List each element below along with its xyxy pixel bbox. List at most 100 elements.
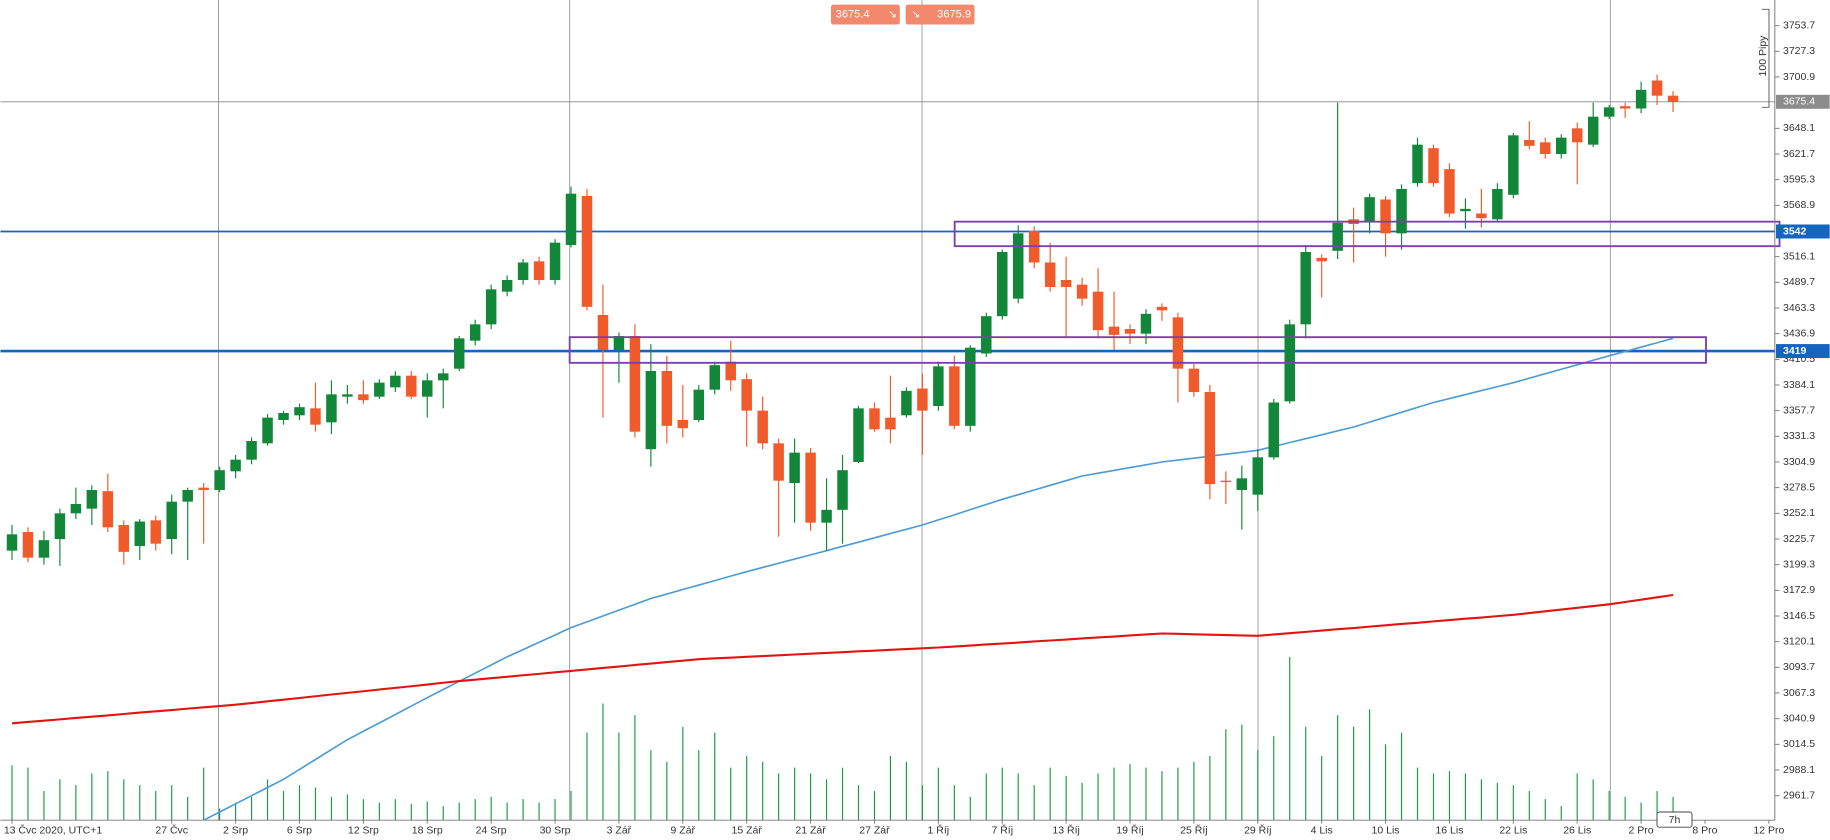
candle-body (613, 336, 625, 350)
x-tick-label: 27 Zář (859, 824, 890, 836)
candle-body (629, 336, 641, 432)
x-tick-label: 15 Zář (732, 824, 763, 836)
x-tick-label: 19 Říj (1116, 823, 1143, 836)
candle-body (182, 490, 193, 502)
candle-body (326, 394, 337, 423)
candle-body (661, 371, 673, 426)
x-tick-label: 2 Srp (223, 824, 248, 836)
candle-body (1140, 313, 1152, 334)
candle-body (677, 420, 689, 429)
candle-body (1364, 197, 1375, 222)
sell-price: 3675.4 (836, 9, 870, 21)
candle-body (1412, 144, 1423, 184)
x-tick-label: 13 Čvc 2020, UTC+1 (4, 823, 103, 836)
y-tick-label: 3568.9 (1783, 199, 1815, 211)
sell-badge[interactable] (831, 4, 900, 25)
candle-body (485, 289, 497, 325)
x-tick-label: 12 Pro (1753, 824, 1784, 836)
candle-body (86, 490, 98, 509)
candle-body (1444, 169, 1455, 214)
buy-badge[interactable] (905, 4, 975, 25)
candle-body (453, 338, 465, 369)
candle-body (517, 262, 529, 280)
x-tick-label: 16 Lis (1435, 824, 1463, 836)
candle-body (533, 261, 545, 280)
y-tick-label: 3225.7 (1783, 533, 1815, 545)
candle-body (1556, 137, 1567, 154)
candle-body (1108, 326, 1120, 335)
candle-body (949, 366, 960, 426)
y-tick-label: 3331.3 (1783, 430, 1815, 442)
x-tick-label: 25 Říj (1180, 823, 1207, 836)
candle-body (374, 382, 385, 397)
x-tick-label: 6 Srp (287, 824, 312, 836)
candle-body (1124, 329, 1136, 334)
period-box[interactable] (1656, 811, 1693, 828)
candle-body (773, 443, 784, 481)
candle-body (437, 373, 449, 381)
candle-body (1635, 89, 1647, 109)
candle-body (38, 540, 50, 558)
candle-body (342, 394, 353, 397)
candle-body (901, 390, 912, 416)
x-tick-label: 24 Srp (476, 824, 507, 836)
candle-body (1316, 257, 1327, 262)
candle-body (406, 375, 417, 397)
x-tick-label: 21 Zář (795, 824, 826, 836)
x-tick-label: 30 Srp (540, 824, 571, 836)
y-tick-label: 3014.5 (1783, 738, 1815, 750)
candle-body (581, 196, 593, 307)
candle-body (741, 379, 752, 411)
candle-body (198, 487, 209, 490)
y-tick-label: 3410.5 (1783, 353, 1815, 365)
y-tick-label: 3384.1 (1783, 379, 1815, 391)
y-tick-label: 3278.5 (1783, 481, 1815, 493)
y-tick-label: 3753.7 (1783, 19, 1815, 31)
level-label: 3542 (1783, 225, 1807, 237)
candle-body (789, 452, 800, 483)
candle-body (102, 491, 114, 528)
candle-body (469, 324, 481, 341)
candle-body (549, 242, 561, 280)
candle-body (1396, 189, 1407, 234)
buy-arrow: ↘ (912, 8, 921, 20)
candle-body (1571, 128, 1583, 143)
candle-body (6, 534, 18, 551)
candle-body (1252, 457, 1264, 495)
candle-body (310, 408, 321, 425)
candle-body (1172, 317, 1184, 369)
x-tick-label: 29 Říj (1244, 823, 1271, 836)
candle-body (1268, 402, 1280, 458)
x-tick-label: 1 Říj (928, 823, 950, 836)
x-tick-label: 4 Lis (1311, 824, 1333, 836)
candle-body (805, 452, 816, 523)
y-tick-label: 2961.7 (1783, 789, 1815, 801)
y-tick-label: 3304.9 (1783, 456, 1815, 468)
candle-body (725, 361, 736, 381)
x-tick-label: 7 Říj (991, 823, 1013, 836)
candle-body (22, 532, 34, 558)
candle-body (54, 513, 66, 539)
y-tick-label: 3252.1 (1783, 507, 1815, 519)
candle-body (1092, 291, 1104, 331)
candle-body (1492, 189, 1503, 220)
candle-body (1380, 199, 1391, 234)
x-tick-label: 26 Lis (1563, 824, 1591, 836)
candle-body (294, 407, 305, 416)
candle-body (501, 280, 513, 292)
candle-body (693, 389, 705, 420)
x-tick-label: 18 Srp (412, 824, 443, 836)
candle-body (1300, 252, 1311, 325)
y-tick-label: 3727.3 (1783, 45, 1815, 57)
sell-arrow: ↘ (888, 8, 897, 20)
candle-body (230, 459, 241, 472)
candle-body (1524, 140, 1535, 146)
candle-body (565, 193, 577, 245)
candle-body (1587, 116, 1599, 145)
moving-average-line (203, 337, 1674, 821)
level-label: 3419 (1783, 345, 1807, 357)
candle-body (917, 388, 928, 411)
candle-body (757, 410, 768, 444)
current-price-box (1776, 94, 1830, 109)
